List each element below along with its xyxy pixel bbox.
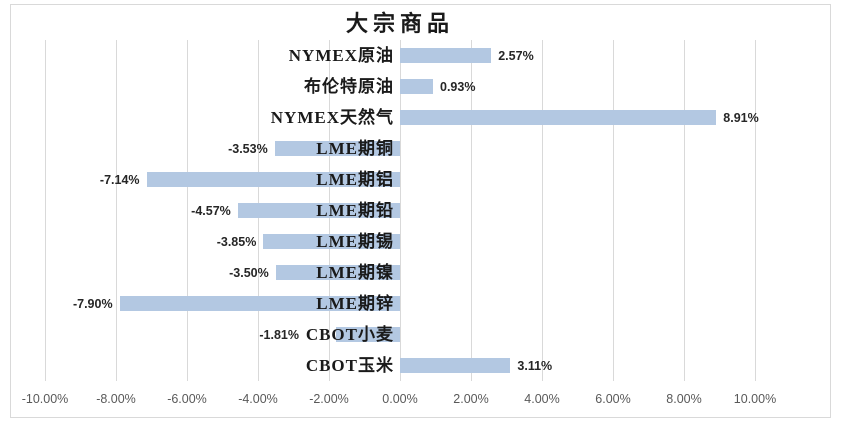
gridline	[400, 40, 401, 381]
value-label: -3.50%	[229, 265, 269, 280]
x-tick-label: 10.00%	[733, 392, 777, 406]
category-label: 布伦特原油	[304, 77, 394, 96]
category-label: CBOT小麦	[305, 325, 394, 344]
category-label: LME期铜	[316, 139, 394, 158]
x-tick-label: 8.00%	[666, 392, 702, 406]
x-tick-label: -10.00%	[21, 392, 69, 406]
category-label: LME期锡	[316, 232, 394, 251]
x-axis: -10.00% -8.00% -6.00% -4.00% -2.00% 0.00% 2.00…	[0, 391, 843, 409]
gridline	[684, 40, 685, 381]
gridline	[613, 40, 614, 381]
gridline	[116, 40, 117, 381]
bar	[146, 172, 400, 187]
x-tick-label: 2.00%	[453, 392, 489, 406]
gridline	[542, 40, 543, 381]
chart-border	[10, 4, 831, 418]
bar	[119, 296, 400, 311]
x-tick-label: -2.00%	[309, 392, 349, 406]
bar	[237, 203, 400, 218]
bar	[400, 48, 492, 63]
x-tick-label: -8.00%	[96, 392, 136, 406]
bar	[335, 327, 400, 342]
value-label: -7.14%	[99, 172, 140, 187]
plot-area: NYMEX原油 2.57% 布伦特原油 0.93% NYMEX天然气 8.91% LME期铜…	[45, 40, 759, 381]
gridline	[755, 40, 756, 381]
bar	[400, 110, 717, 125]
value-label: -1.81%	[259, 327, 299, 342]
category-label: LME期铅	[316, 201, 394, 220]
bar	[275, 265, 400, 280]
bar	[400, 358, 511, 373]
category-label: CBOT玉米	[305, 356, 394, 375]
x-tick-label: 6.00%	[595, 392, 631, 406]
value-label: 2.57%	[498, 48, 534, 63]
chart-title: 大宗商品	[345, 11, 454, 36]
value-label: -4.57%	[191, 203, 231, 218]
bar	[263, 234, 400, 249]
x-tick-label: 0.00%	[382, 392, 418, 406]
gridline	[45, 40, 46, 381]
value-label: -7.90%	[72, 296, 113, 311]
value-label: -3.53%	[228, 141, 268, 156]
category-label: NYMEX原油	[288, 46, 394, 65]
x-tick-label: 4.00%	[524, 392, 560, 406]
gridline	[471, 40, 472, 381]
category-label: LME期铝	[316, 170, 394, 189]
gridline	[187, 40, 188, 381]
bar	[274, 141, 400, 156]
bar	[400, 79, 433, 94]
x-tick-label: -4.00%	[238, 392, 278, 406]
x-tick-label: -6.00%	[167, 392, 207, 406]
category-label: NYMEX天然气	[270, 108, 394, 127]
category-label: LME期镍	[316, 263, 394, 282]
value-label: 8.91%	[723, 110, 759, 125]
value-label: 0.93%	[440, 79, 476, 94]
value-label: -3.85%	[216, 234, 257, 249]
category-label: LME期锌	[316, 294, 394, 313]
value-label: 3.11%	[517, 358, 553, 373]
